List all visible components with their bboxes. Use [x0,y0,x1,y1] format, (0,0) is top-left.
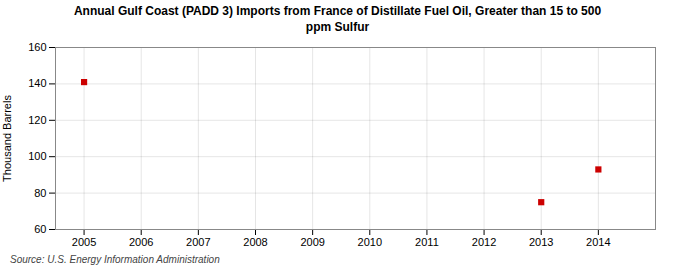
svg-text:80: 80 [34,187,46,199]
svg-text:120: 120 [28,114,46,126]
svg-text:Thousand Barrels: Thousand Barrels [1,95,13,182]
svg-text:140: 140 [28,78,46,90]
svg-text:2011: 2011 [415,236,439,248]
svg-text:2010: 2010 [358,236,382,248]
svg-text:2005: 2005 [72,236,96,248]
svg-text:60: 60 [34,223,46,235]
svg-text:2014: 2014 [586,236,610,248]
svg-text:2008: 2008 [243,236,267,248]
svg-text:2012: 2012 [472,236,496,248]
svg-text:2013: 2013 [529,236,553,248]
html-text:Annual Gulf Coast (PADD 3) Imp: Annual Gulf Coast (PADD 3) Imports from … [73,4,602,34]
svg-text:2009: 2009 [300,236,324,248]
svg-text:2006: 2006 [129,236,153,248]
html-text:Source: U.S. Energy Informatio: Source: U.S. Energy Information Administ… [10,254,220,266]
svg-text:160: 160 [28,41,46,53]
svg-text:2007: 2007 [186,236,210,248]
svg-text:100: 100 [28,150,46,162]
